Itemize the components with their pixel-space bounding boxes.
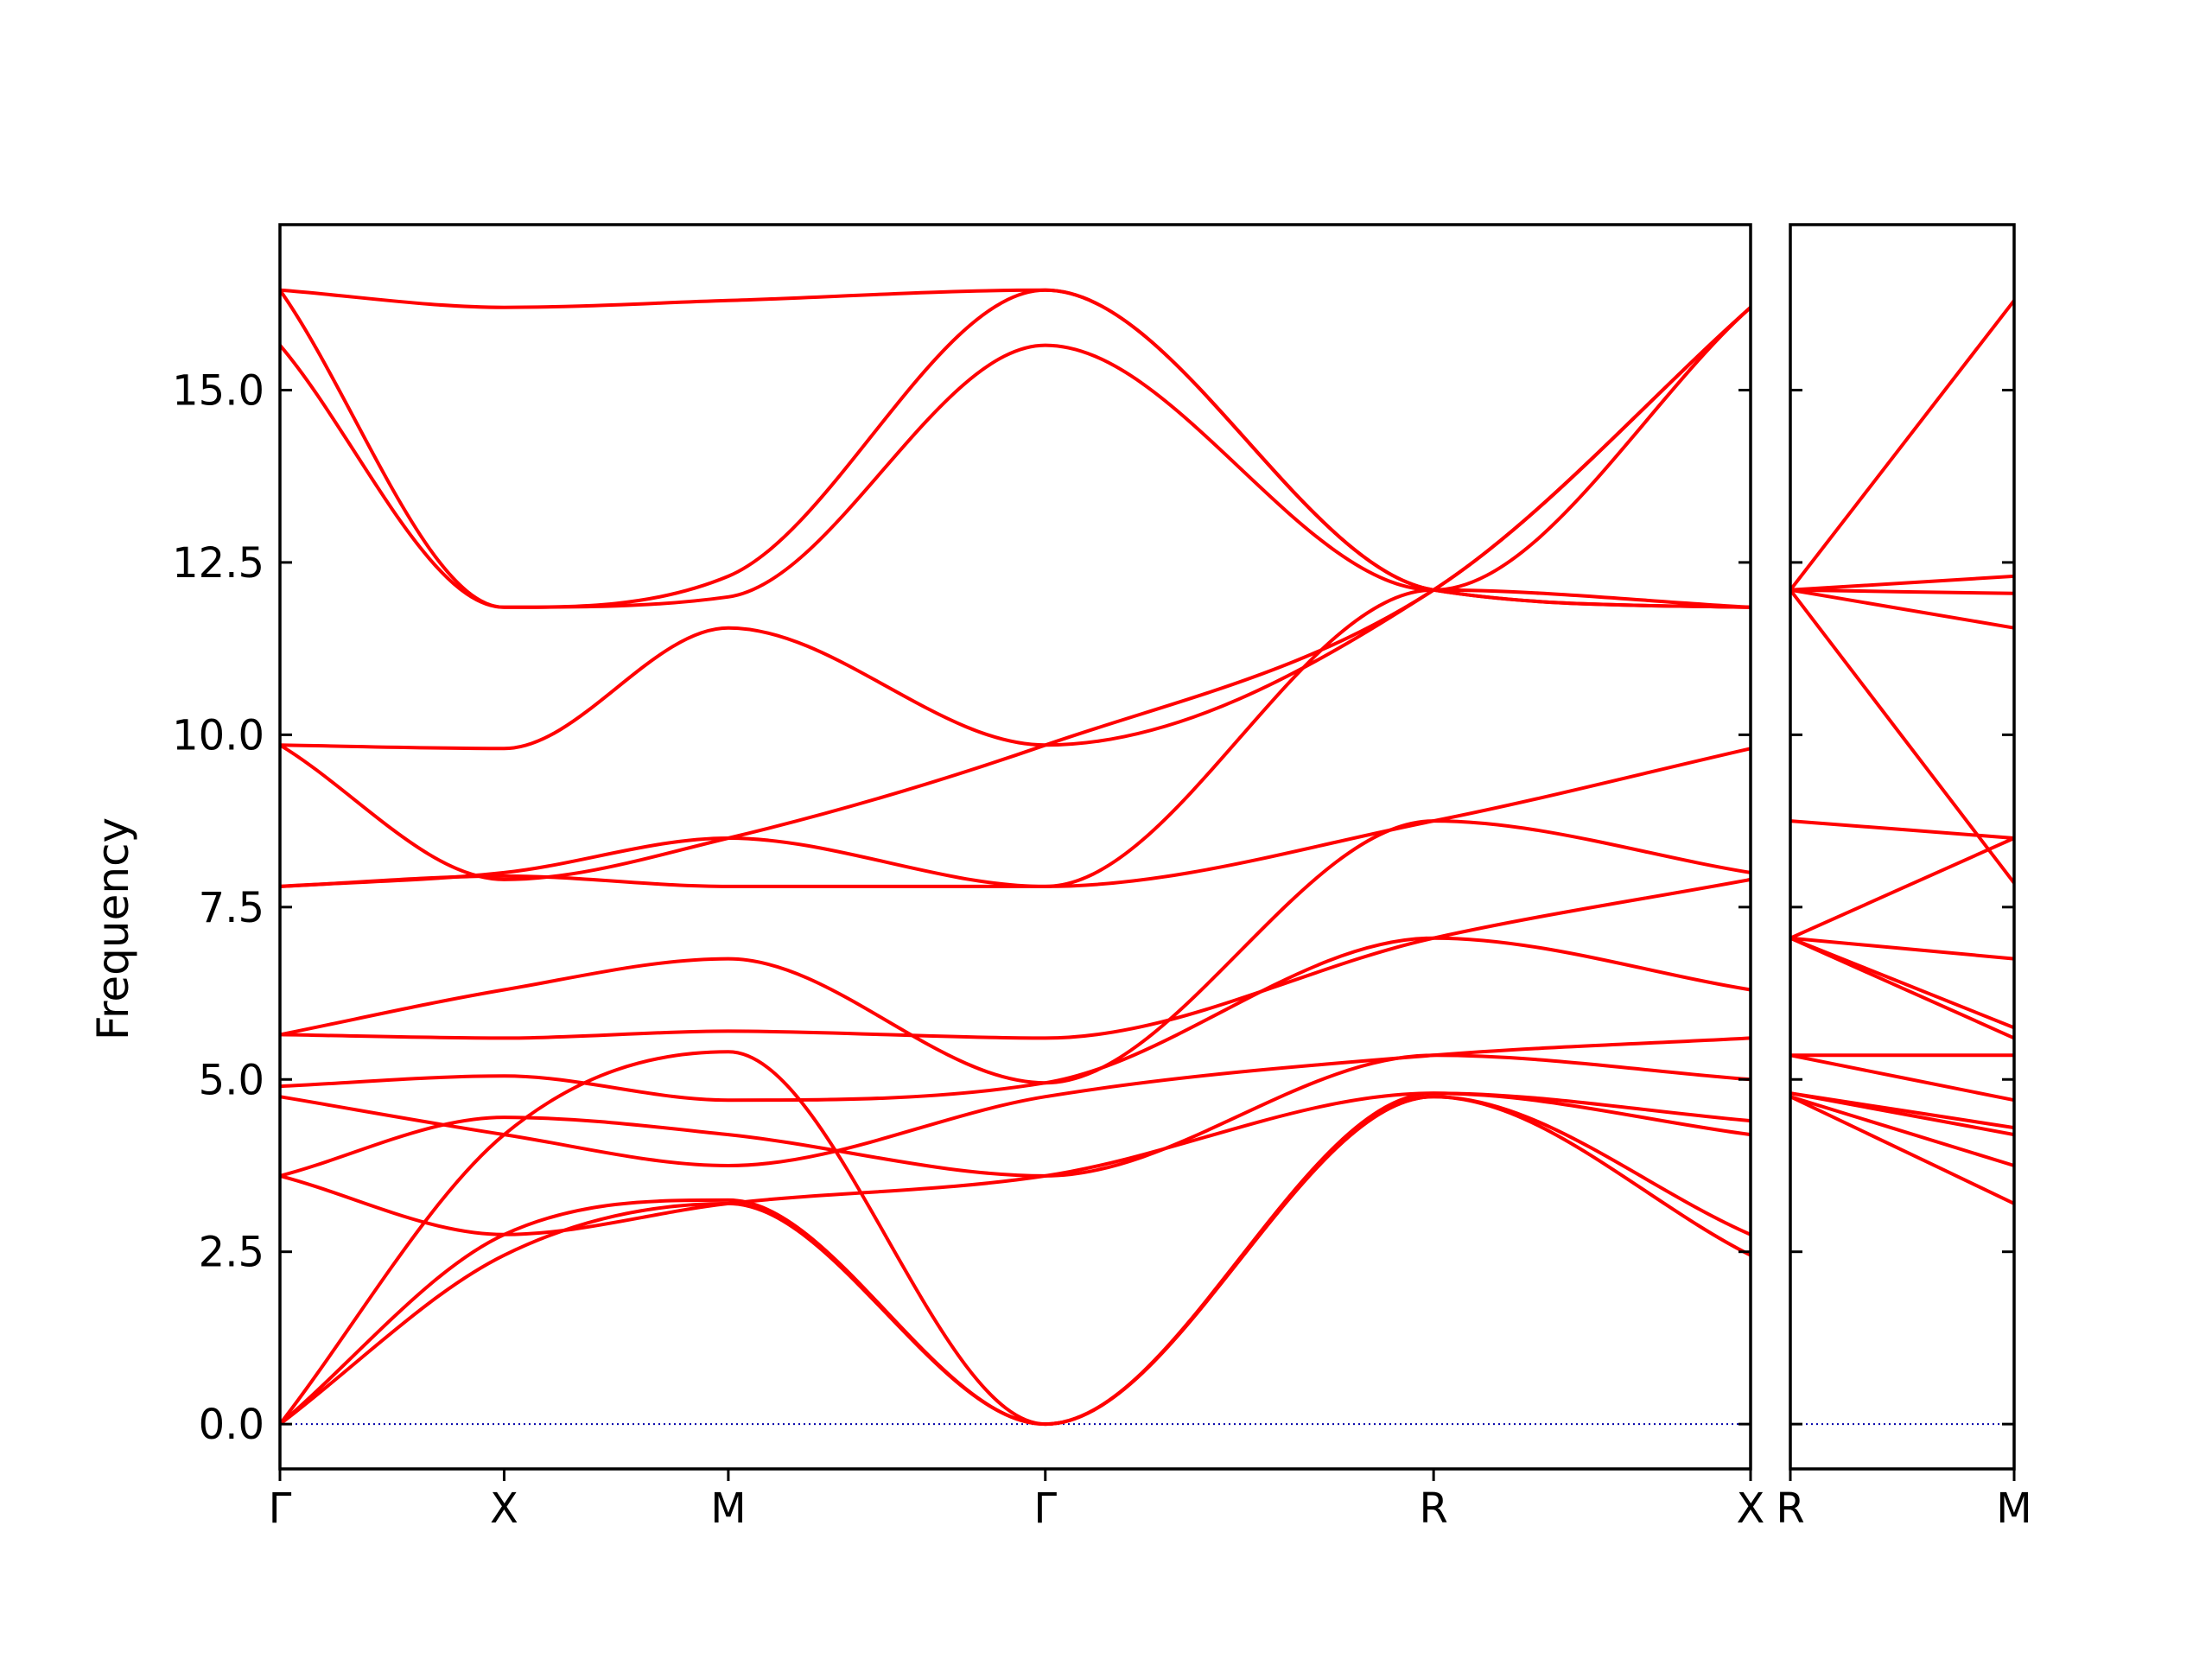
band-line-1 <box>1789 1095 2015 1205</box>
y-tick-label: 12.5 <box>172 539 264 588</box>
band-line-16 <box>1789 299 2016 592</box>
band-line-7 <box>279 936 1751 1103</box>
x-tick-label: R <box>1776 1484 1804 1533</box>
band-line-5 <box>279 1053 1751 1178</box>
band-line-2 <box>278 1095 1751 1427</box>
band-line-13 <box>279 306 1752 751</box>
plot-frame <box>1789 223 2016 1471</box>
x-tick-label: R <box>1419 1484 1447 1533</box>
bands-group <box>1789 299 2016 1205</box>
band-line-9 <box>1789 936 2015 961</box>
band-line-11 <box>1789 819 2015 840</box>
band-line-4 <box>279 1091 1751 1236</box>
x-tick-label: M <box>1996 1484 2031 1533</box>
band-line-2 <box>1789 1095 2015 1167</box>
bands-group <box>278 288 1752 1427</box>
y-tick-label: 7.5 <box>199 884 264 932</box>
y-tick-label: 2.5 <box>199 1229 264 1277</box>
band-line-14 <box>1789 588 2015 595</box>
main-panel: 0.0 2.5 5.0 7.5 10.0 12.5 15.0 Γ X M Γ R X <box>172 223 1765 1533</box>
band-line-4 <box>1789 1091 2015 1130</box>
band-line-10 <box>1789 836 2015 940</box>
band-line-8 <box>1789 936 2015 1030</box>
band-line-12 <box>1789 588 2016 885</box>
band-line-5 <box>1789 1053 2015 1103</box>
y-tick-label: 15.0 <box>172 366 264 415</box>
y-tick-label: 5.0 <box>199 1056 264 1104</box>
y-axis-label: Frequency <box>88 817 138 1040</box>
x-tick-label: M <box>710 1484 746 1533</box>
band-line-6 <box>279 1036 1751 1167</box>
plot-frame <box>278 223 1752 1471</box>
band-line-13 <box>1789 588 2015 630</box>
x-tick-label: X <box>1737 1484 1765 1533</box>
band-line-9 <box>279 819 1751 1085</box>
band-line-16 <box>279 288 1751 609</box>
x-tick-label: X <box>490 1484 518 1533</box>
y-tick-label: 0.0 <box>199 1401 264 1449</box>
x-tick-label: Γ <box>1033 1484 1057 1533</box>
band-line-11 <box>279 588 1751 888</box>
band-line-10 <box>279 747 1751 888</box>
band-line-8 <box>279 877 1751 1040</box>
band-line-15 <box>1789 574 2015 592</box>
x-tick-label: Γ <box>269 1484 292 1533</box>
y-tick-label: 10.0 <box>172 711 264 760</box>
